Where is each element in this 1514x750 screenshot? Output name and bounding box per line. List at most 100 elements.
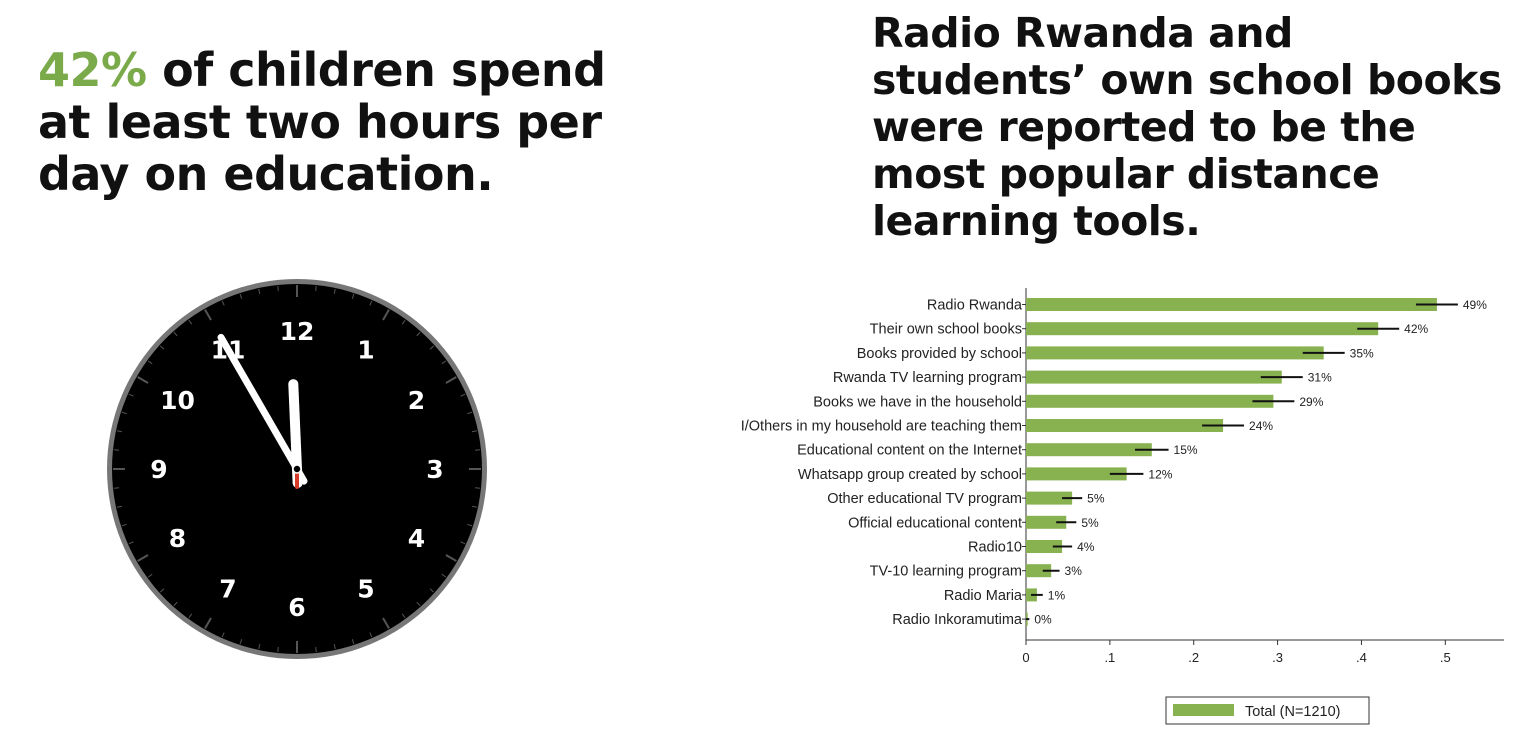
clock-tick (460, 541, 466, 545)
left-headline: 42% of children spend at least two hours… (38, 44, 658, 200)
bar (1026, 322, 1379, 336)
category-label: TV-10 learning program (870, 564, 1022, 580)
bar-chart: Radio Rwanda 49% Their own school books 42%… (741, 288, 1504, 725)
clock-tick (401, 613, 406, 619)
clock-tick (333, 288, 336, 295)
bar (1026, 346, 1324, 360)
data-label: 24% (1249, 419, 1273, 433)
category-label: Radio10 (968, 540, 1022, 556)
clock-number: 8 (169, 524, 186, 553)
clock-tick (467, 523, 473, 527)
x-tick-label: .4 (1356, 650, 1367, 665)
data-label: 5% (1081, 516, 1099, 530)
category-label: Radio Rwanda (927, 298, 1023, 314)
clock-tick (121, 411, 127, 415)
clock-tick (113, 449, 120, 451)
category-label: Whatsapp group created by school (798, 467, 1022, 483)
clock-center-pin (292, 464, 302, 474)
bar (1026, 419, 1224, 432)
x-tick-label: .5 (1440, 650, 1451, 665)
clock-tick (429, 345, 435, 350)
clock-number: 9 (150, 455, 167, 484)
data-label: 49% (1463, 298, 1487, 312)
clock-tick (351, 639, 355, 645)
clock-tick (401, 319, 406, 325)
clock-tick (204, 617, 212, 629)
clock-tick (116, 505, 123, 508)
clock-tick (121, 523, 127, 527)
category-label: Radio Maria (944, 588, 1023, 604)
bar (1026, 394, 1274, 408)
clock-tick (277, 646, 279, 653)
clock-tick (474, 449, 481, 451)
category-label: Official educational content (848, 515, 1022, 531)
clock-number: 3 (426, 455, 443, 484)
clock-tick (128, 393, 134, 397)
clock-number: 4 (408, 524, 425, 553)
clock-tick (471, 430, 478, 433)
clock-number: 6 (288, 593, 305, 622)
category-label: Books we have in the household (813, 394, 1022, 410)
clock-tick (474, 487, 481, 489)
clock-tick (416, 601, 421, 607)
data-label: 4% (1077, 540, 1095, 554)
headline-text: of children spend at least two hours per… (38, 43, 606, 201)
clock-tick (159, 588, 165, 593)
clock-tick (188, 613, 193, 619)
clock-tick (333, 643, 336, 650)
clock-tick (315, 285, 317, 292)
clock-tick (113, 487, 120, 489)
x-tick-label: .1 (1104, 650, 1115, 665)
category-label: Their own school books (870, 322, 1022, 338)
legend-swatch (1173, 704, 1234, 716)
clock-number: 7 (219, 575, 236, 604)
bar (1026, 540, 1063, 553)
clock-tick (239, 639, 243, 645)
clock-tick (147, 360, 153, 365)
bar (1026, 443, 1152, 457)
category-label: Rwanda TV learning program (833, 370, 1022, 386)
clock-tick (159, 345, 165, 350)
bar (1026, 491, 1073, 505)
clock-minute-hand (217, 333, 308, 485)
bar (1026, 467, 1127, 481)
legend-label: Total (N=1210) (1245, 704, 1341, 720)
clock-tick (137, 554, 149, 562)
category-label: Books provided by school (857, 346, 1022, 362)
clock-tick (382, 309, 390, 321)
clock-tick (441, 360, 447, 365)
clock-tick (137, 376, 149, 384)
data-label: 31% (1308, 371, 1332, 385)
right-headline: Radio Rwanda and students’ own school bo… (872, 9, 1502, 245)
data-label: 12% (1148, 467, 1172, 481)
data-label: 35% (1350, 346, 1374, 360)
category-label: Other educational TV program (827, 491, 1022, 507)
bar (1026, 564, 1052, 578)
clock-tick (147, 573, 153, 578)
clock-number: 12 (280, 317, 315, 346)
headline-highlight-percent: 42% (38, 43, 147, 97)
clock-tick (441, 573, 447, 578)
clock-tick (460, 393, 466, 397)
data-label: 29% (1299, 395, 1323, 409)
clock-tick (188, 319, 193, 325)
data-label: 5% (1087, 492, 1105, 506)
clock-number: 2 (408, 386, 425, 415)
bar (1026, 515, 1067, 529)
clock-icon: 121234567891011 (107, 279, 487, 659)
clock-tick (429, 588, 435, 593)
x-tick-label: .2 (1188, 650, 1199, 665)
clock-tick (258, 643, 261, 650)
clock-number: 10 (160, 386, 195, 415)
clock-tick (445, 376, 457, 384)
clock-tick (221, 300, 225, 306)
clock-tick (351, 293, 355, 299)
clock-tick (173, 331, 178, 337)
clock-tick (128, 541, 134, 545)
data-label: 15% (1174, 443, 1198, 457)
data-label: 1% (1048, 588, 1066, 602)
data-label: 0% (1034, 613, 1052, 627)
clock-tick (173, 601, 178, 607)
clock-tick (471, 505, 478, 508)
clock-number: 1 (357, 335, 374, 364)
